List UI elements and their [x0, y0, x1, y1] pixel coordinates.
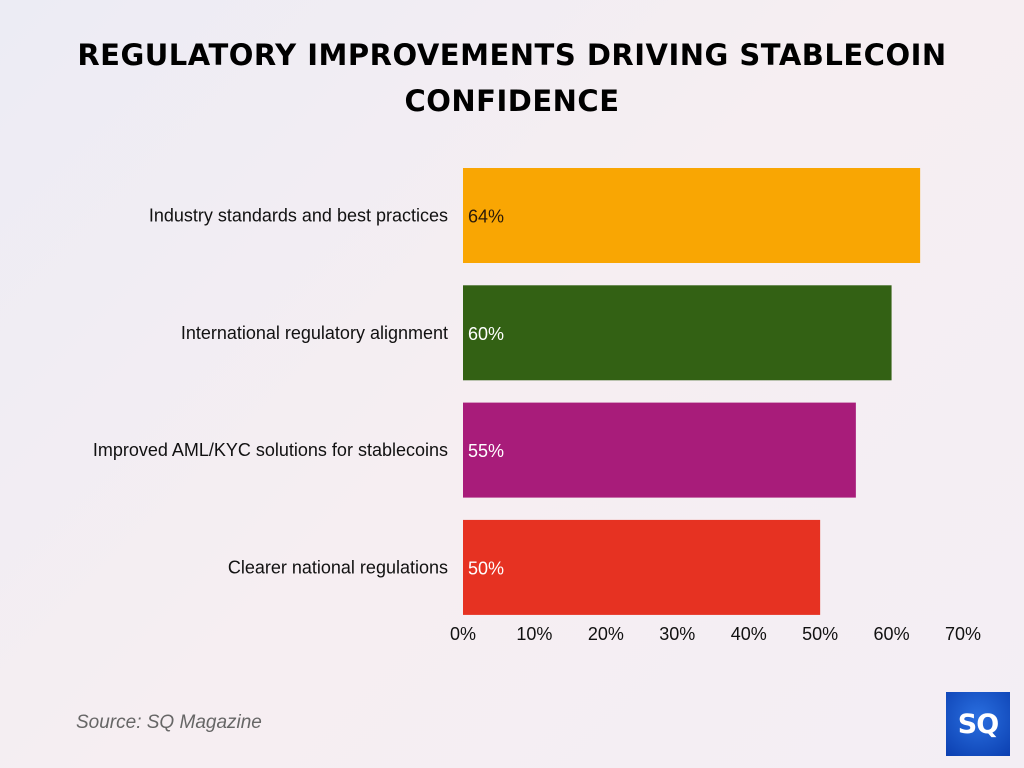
bar	[463, 168, 921, 263]
category-label: International regulatory alignment	[181, 323, 448, 343]
bar	[463, 402, 856, 498]
x-tick-label: 70%	[945, 624, 981, 644]
x-tick-label: 20%	[588, 624, 624, 644]
bar	[463, 285, 892, 381]
data-label: 50%	[468, 558, 504, 578]
x-tick-label: 10%	[516, 624, 552, 644]
data-label: 55%	[468, 441, 504, 461]
x-tick-label: 50%	[802, 624, 838, 644]
data-label: 64%	[468, 207, 504, 227]
x-tick-label: 30%	[659, 624, 695, 644]
x-tick-label: 40%	[731, 624, 767, 644]
category-label: Industry standards and best practices	[149, 206, 448, 226]
bar	[463, 519, 821, 615]
sq-logo: SQ	[946, 692, 1010, 756]
chart-title: REGULATORY IMPROVEMENTS DRIVING STABLECO…	[77, 38, 947, 118]
source-note: Source: SQ Magazine	[76, 712, 262, 733]
x-tick-label: 0%	[450, 624, 476, 644]
data-label: 60%	[468, 324, 504, 344]
x-tick-label: 60%	[874, 624, 910, 644]
category-label: Improved AML/KYC solutions for stablecoi…	[93, 440, 448, 460]
category-label: Clearer national regulations	[228, 557, 448, 577]
